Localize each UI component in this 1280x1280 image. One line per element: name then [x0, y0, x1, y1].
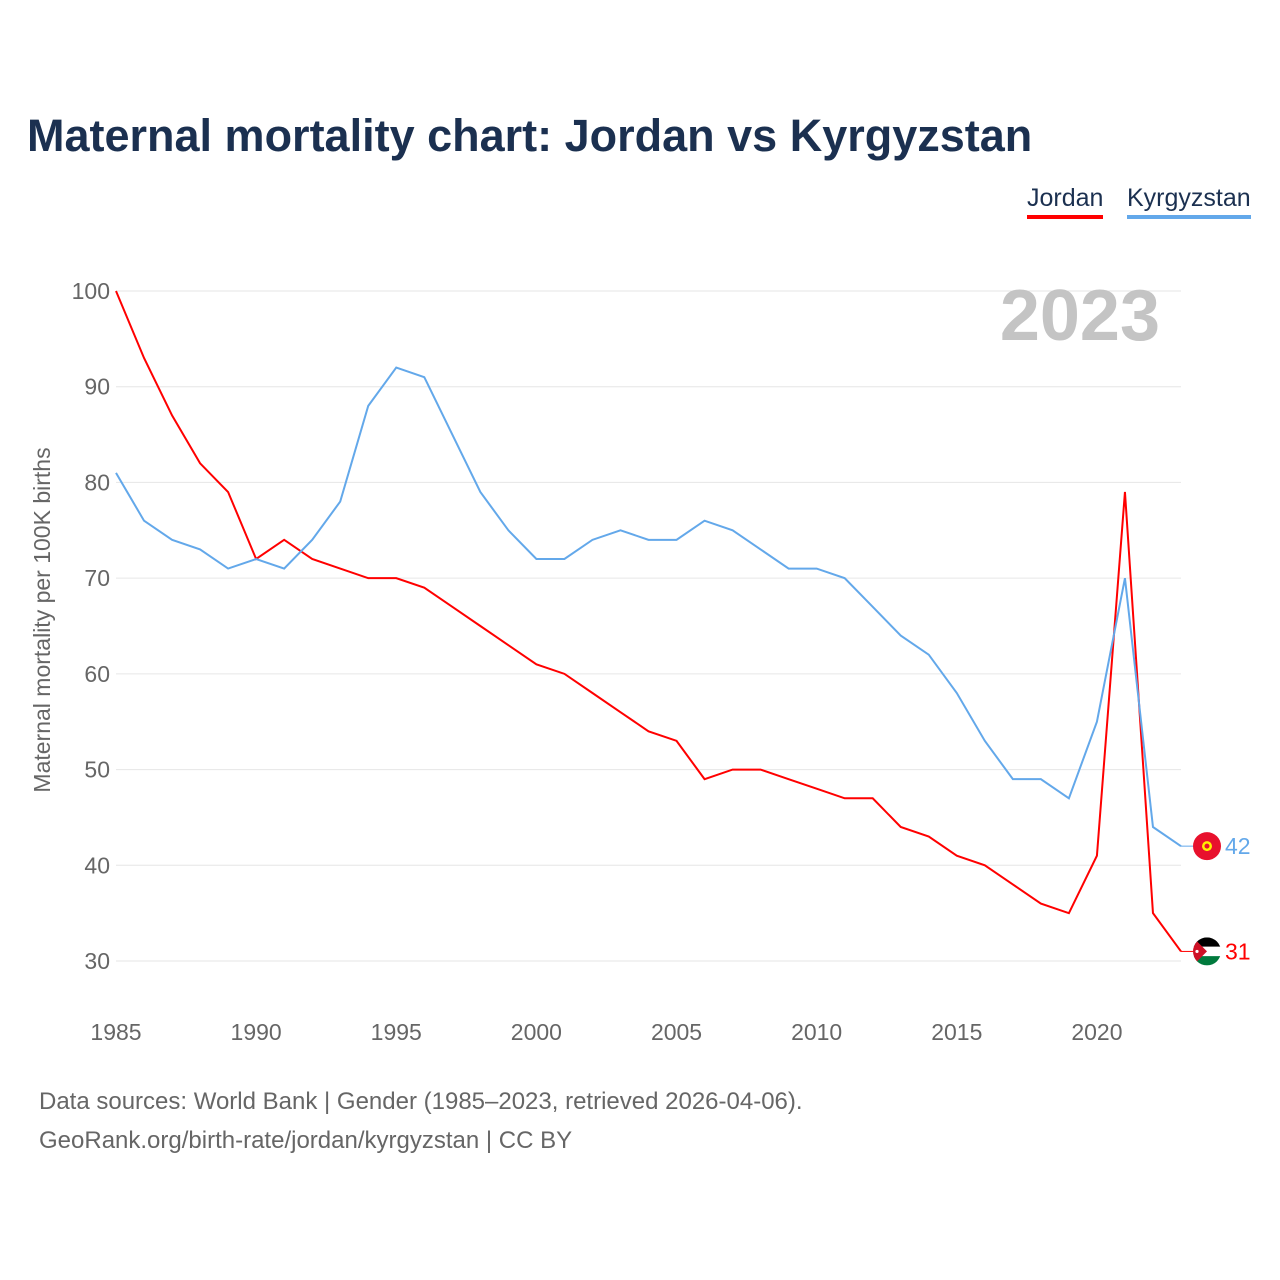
y-tick-label: 30 [84, 948, 110, 974]
end-value-label: 42 [1225, 833, 1251, 859]
kyrgyzstan-flag-icon [1193, 832, 1221, 861]
jordan-flag-icon [1193, 937, 1221, 966]
series-line-kyrgyzstan [115, 366, 1182, 847]
y-axis-label: Maternal mortality per 100K births [29, 447, 55, 792]
y-tick-label: 70 [84, 565, 110, 591]
x-tick-label: 2015 [931, 1019, 982, 1045]
legend-jordan[interactable]: Jordan [1027, 184, 1104, 219]
footer-source: Data sources: World Bank | Gender (1985–… [39, 1088, 803, 1115]
y-tick-label: 100 [72, 278, 110, 304]
x-tick-label: 1995 [371, 1019, 422, 1045]
y-tick-label: 50 [84, 757, 110, 783]
chart-title: Maternal mortality chart: Jordan vs Kyrg… [27, 110, 1033, 161]
x-tick-label: 1990 [231, 1019, 282, 1045]
x-tick-label: 2020 [1071, 1019, 1122, 1045]
y-tick-label: 90 [84, 374, 110, 400]
y-tick-label: 80 [84, 469, 110, 495]
end-value-label: 31 [1225, 938, 1251, 964]
x-tick-label: 2010 [791, 1019, 842, 1045]
x-tick-label: 2005 [651, 1019, 702, 1045]
y-tick-label: 40 [84, 852, 110, 878]
series-line-jordan [115, 290, 1182, 953]
y-tick-label: 60 [84, 661, 110, 687]
legend-kyrgyzstan[interactable]: Kyrgyzstan [1127, 184, 1251, 219]
year-label: 2023 [1000, 276, 1160, 356]
x-tick-label: 1985 [90, 1019, 141, 1045]
footer-credit: GeoRank.org/birth-rate/jordan/kyrgyzstan… [39, 1127, 573, 1154]
x-tick-label: 2000 [511, 1019, 562, 1045]
